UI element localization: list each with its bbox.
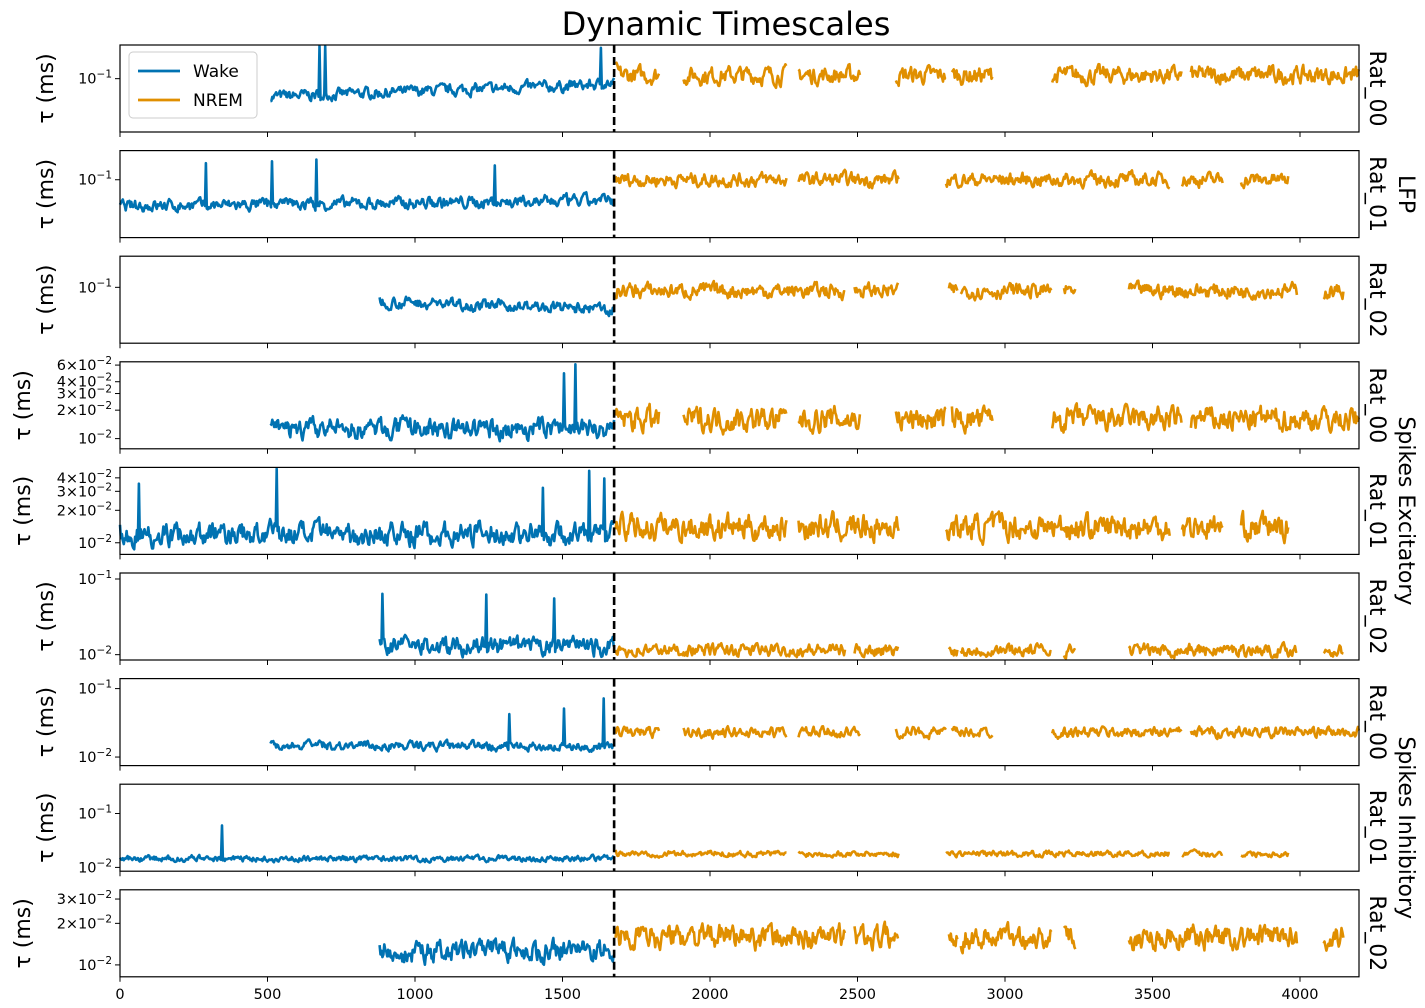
nrem-series-line [614, 509, 1290, 546]
x-tick-label: 2500 [839, 987, 876, 1003]
y-axis-label: τ (ms) [34, 53, 59, 123]
panel-frame [119, 466, 1360, 555]
y-axis-label: τ (ms) [34, 159, 59, 229]
wake-series-line [378, 295, 615, 318]
legend-label-nrem: NREM [193, 91, 243, 111]
y-tick-label: 10−2 [78, 533, 112, 552]
x-tick-label: 0 [115, 987, 124, 1003]
panel-frame [119, 783, 1360, 872]
y-tick-label: 2×10−2 [57, 400, 112, 419]
nrem-series-line [614, 848, 1290, 859]
panel-frame [119, 361, 1360, 450]
y-tick-label: 3×10−2 [57, 889, 112, 908]
y-tick-label: 10−1 [78, 804, 112, 823]
rat-label: Rat_01 [1364, 790, 1389, 866]
rat-label: Rat_02 [1364, 895, 1389, 971]
panel-8 [115, 783, 1360, 877]
x-tick-label: 4000 [1282, 987, 1319, 1003]
y-tick-label: 10−1 [78, 679, 112, 698]
legend: Wake NREM [128, 51, 258, 119]
y-tick-label: 10−2 [78, 955, 112, 974]
panel-7 [115, 677, 1361, 771]
panel-4 [115, 361, 1361, 454]
panel-frame [119, 150, 1360, 239]
rat-label: Rat_00 [1364, 367, 1389, 443]
x-tick-label: 1000 [397, 987, 434, 1003]
y-tick-label: 10−2 [78, 645, 112, 664]
y-axis-label: τ (ms) [34, 265, 59, 335]
nrem-series-line [614, 279, 1345, 302]
y-axis-label: τ (ms) [11, 370, 36, 440]
y-tick-label: 10−1 [78, 170, 112, 189]
panel-3 [115, 255, 1360, 349]
nrem-series-line [614, 725, 1361, 741]
wake-series-line [378, 936, 615, 966]
nrem-series-line [614, 61, 1361, 90]
y-axis-label: τ (ms) [34, 793, 59, 863]
x-tick-label: 3000 [987, 987, 1024, 1003]
panel-frame [119, 44, 1360, 133]
nrem-series-line [614, 641, 1344, 660]
panel-frame [119, 572, 1360, 661]
nrem-series-line [614, 402, 1361, 436]
wake-series-line [118, 467, 615, 551]
rat-label: Rat_00 [1364, 684, 1389, 760]
wake-series-line [270, 44, 616, 103]
y-tick-label: 10−1 [78, 569, 112, 588]
group-label: Spikes Excitatory [1393, 416, 1418, 605]
x-tick-label: 500 [254, 987, 282, 1003]
y-tick-label: 10−1 [78, 69, 112, 88]
y-tick-label: 10−2 [78, 429, 112, 448]
y-tick-label: 10−2 [78, 747, 112, 766]
nrem-series-line [614, 168, 1290, 190]
x-tick-label: 2000 [692, 987, 729, 1003]
y-tick-label: 10−2 [78, 857, 112, 876]
y-tick-label: 2×10−2 [57, 500, 112, 519]
wake-series-line [118, 158, 615, 214]
panel-frame [119, 677, 1360, 767]
rat-label: Rat_02 [1364, 579, 1389, 655]
panel-2 [115, 150, 1360, 243]
panel-1 [115, 44, 1361, 137]
panel-frame [119, 889, 1360, 978]
wake-series-line [378, 592, 615, 659]
panel-6 [115, 572, 1360, 665]
chart-title: Dynamic Timescales [562, 5, 891, 43]
x-tick-label: 3500 [1134, 987, 1171, 1003]
wake-series-line [269, 697, 615, 753]
panel-5 [115, 466, 1360, 560]
y-axis-label: τ (ms) [11, 898, 36, 968]
legend-box [128, 51, 258, 119]
rat-label: Rat_02 [1364, 262, 1389, 338]
y-axis-label: τ (ms) [34, 581, 59, 651]
group-label: LFP [1393, 175, 1418, 213]
y-tick-label: 10−1 [78, 277, 112, 296]
panel-frame [119, 255, 1360, 344]
y-axis-label: τ (ms) [34, 687, 59, 757]
legend-label-wake: Wake [193, 62, 239, 82]
wake-series-line [118, 824, 615, 864]
rat-label: Rat_01 [1364, 156, 1389, 232]
panel-9 [115, 889, 1360, 982]
y-axis-label: τ (ms) [11, 476, 36, 546]
group-label: Spikes Inhibitory [1393, 736, 1418, 919]
nrem-series-line [614, 920, 1345, 955]
rat-label: Rat_01 [1364, 473, 1389, 549]
y-tick-label: 2×10−2 [57, 913, 112, 932]
rat-label: Rat_00 [1364, 51, 1389, 127]
wake-series-line [269, 363, 616, 443]
x-tick-label: 1500 [544, 987, 581, 1003]
